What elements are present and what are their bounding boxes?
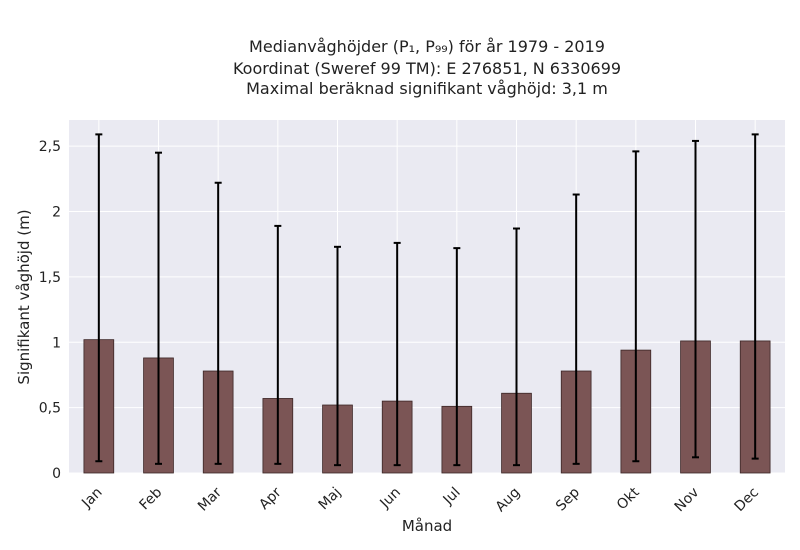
title-line-2: Koordinat (Sweref 99 TM): E 276851, N 63… xyxy=(233,59,621,78)
x-tick-label: Aug xyxy=(493,485,524,516)
x-tick-label: Nov xyxy=(672,485,703,516)
x-tick-label: Sep xyxy=(553,484,583,514)
x-tick-label: Dec xyxy=(732,485,762,515)
error-bar-aug xyxy=(513,227,520,467)
y-tick-label: 0 xyxy=(52,466,61,482)
x-tick-label: Apr xyxy=(256,484,285,513)
y-tick-label: 1 xyxy=(52,335,61,351)
y-tick-label: 1,5 xyxy=(39,270,61,286)
x-tick-label: Mar xyxy=(195,484,225,514)
error-bar-mar xyxy=(214,181,222,465)
error-bar-jan xyxy=(95,133,103,463)
error-bar-jul xyxy=(453,247,461,467)
error-bar-apr xyxy=(274,224,282,465)
y-tick-label: 0,5 xyxy=(39,401,61,417)
y-axis-ticks: 0 0,5 1 1,5 2 2,5 xyxy=(39,139,61,482)
error-bar-jun xyxy=(393,241,401,467)
title-line-3: Maximal beräknad signifikant våghöjd: 3,… xyxy=(246,79,608,98)
chart-title: Medianvåghöjder (P₁, P₉₉) för år 1979 - … xyxy=(233,37,621,98)
y-tick-label: 2,5 xyxy=(39,139,61,155)
error-bar-dec xyxy=(751,133,759,460)
error-bar-maj xyxy=(334,245,341,467)
x-axis-ticks: Jan Feb Mar Apr Maj Jun Jul Aug Sep Okt Nov Dec xyxy=(78,484,762,515)
error-bar-feb xyxy=(155,151,162,465)
error-bar-nov xyxy=(692,139,699,459)
x-axis-label: Månad xyxy=(402,517,452,535)
x-tick-label: Feb xyxy=(136,484,165,513)
error-bar-okt xyxy=(632,150,640,463)
x-tick-label: Okt xyxy=(614,484,643,513)
plot-area xyxy=(69,120,785,473)
title-line-1: Medianvåghöjder (P₁, P₉₉) för år 1979 - … xyxy=(249,37,605,56)
y-axis-label: Signifikant våghöjd (m) xyxy=(15,209,33,384)
error-bars xyxy=(95,133,759,467)
x-tick-label: Jul xyxy=(440,485,464,509)
x-tick-label: Maj xyxy=(316,485,345,514)
error-bar-sep xyxy=(572,193,580,465)
y-tick-label: 2 xyxy=(52,205,61,221)
x-tick-label: Jan xyxy=(78,485,105,512)
x-tick-label: Jun xyxy=(377,485,404,512)
